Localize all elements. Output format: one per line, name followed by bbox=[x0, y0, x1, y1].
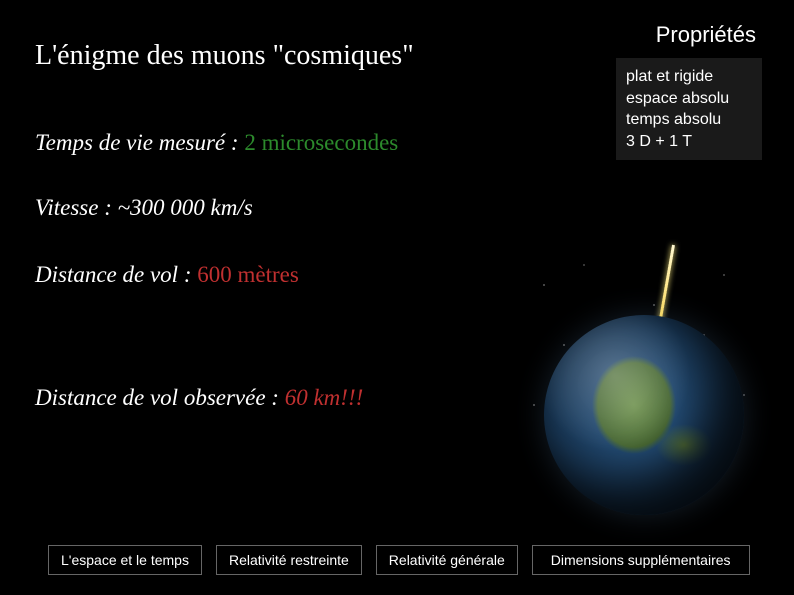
bottom-nav: L'espace et le temps Relativité restrein… bbox=[0, 545, 794, 575]
earth-globe-icon bbox=[544, 315, 744, 515]
nav-space-time[interactable]: L'espace et le temps bbox=[48, 545, 202, 575]
nav-general-relativity[interactable]: Relativité générale bbox=[376, 545, 518, 575]
property-line: espace absolu bbox=[626, 88, 752, 110]
property-line: 3 D + 1 T bbox=[626, 131, 752, 153]
observed-value: 60 km!!! bbox=[285, 385, 364, 410]
observed-line: Distance de vol observée : 60 km!!! bbox=[35, 385, 363, 411]
speed-label: Vitesse : bbox=[35, 195, 118, 220]
property-line: temps absolu bbox=[626, 109, 752, 131]
nav-special-relativity[interactable]: Relativité restreinte bbox=[216, 545, 362, 575]
property-line: plat et rigide bbox=[626, 66, 752, 88]
lifetime-line: Temps de vie mesuré : 2 microsecondes bbox=[35, 130, 398, 156]
properties-heading: Propriétés bbox=[656, 22, 756, 48]
distance-label: Distance de vol : bbox=[35, 262, 197, 287]
properties-box: plat et rigide espace absolu temps absol… bbox=[616, 58, 762, 160]
speed-line: Vitesse : ~300 000 km/s bbox=[35, 195, 253, 221]
slide-title: L'énigme des muons "cosmiques" bbox=[35, 40, 414, 72]
observed-label: Distance de vol observée : bbox=[35, 385, 285, 410]
lifetime-value: 2 microsecondes bbox=[244, 130, 398, 155]
distance-line: Distance de vol : 600 mètres bbox=[35, 262, 299, 288]
speed-value: ~300 000 km/s bbox=[118, 195, 253, 220]
earth-illustration bbox=[524, 255, 764, 515]
nav-extra-dimensions[interactable]: Dimensions supplémentaires bbox=[532, 545, 750, 575]
lifetime-label: Temps de vie mesuré : bbox=[35, 130, 244, 155]
distance-value: 600 mètres bbox=[197, 262, 299, 287]
